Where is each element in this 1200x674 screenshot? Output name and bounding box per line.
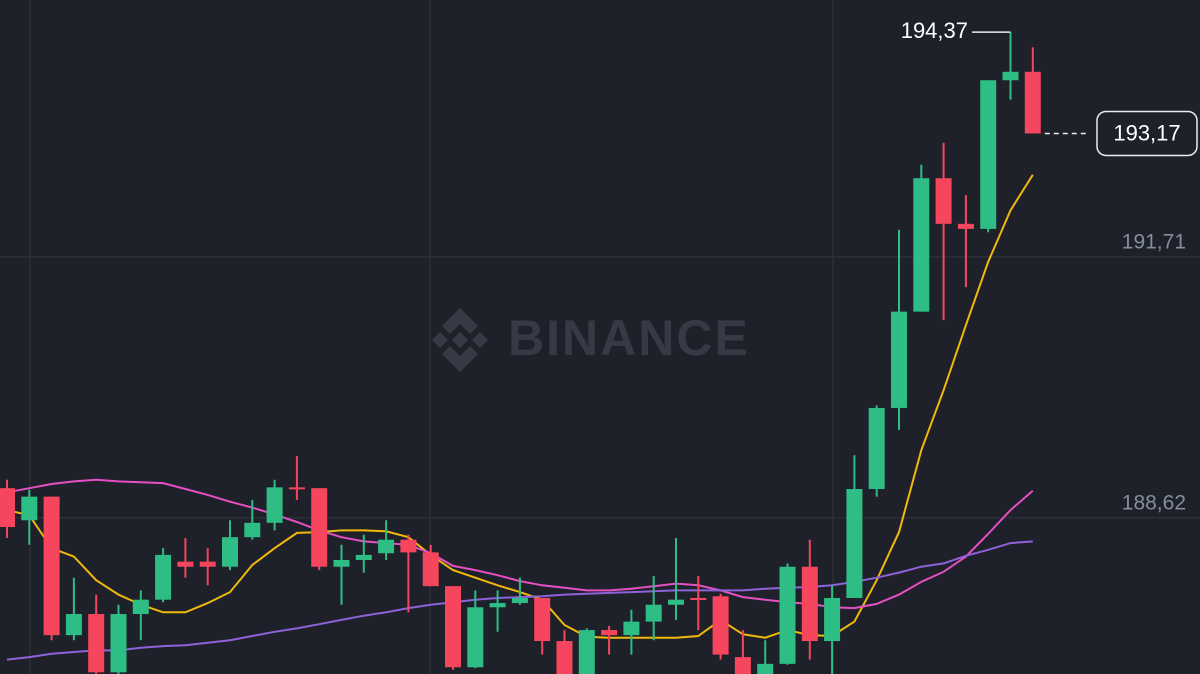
candle-body	[311, 488, 328, 567]
candle-body	[801, 566, 818, 642]
candle-body	[1002, 71, 1019, 81]
candle-body	[623, 621, 640, 636]
candle-body	[1024, 71, 1041, 134]
candle-body	[511, 597, 528, 604]
candle-body	[0, 488, 15, 528]
logo-part	[432, 332, 448, 348]
candle-body	[110, 614, 127, 673]
candle-body	[489, 603, 506, 608]
grid: 188,62 191,71	[0, 230, 1200, 519]
logo-part	[472, 332, 488, 348]
candle-body	[88, 614, 105, 673]
high-label: 194,37	[901, 18, 968, 43]
candle-body	[155, 554, 172, 600]
candle-body	[957, 223, 974, 229]
candle-body	[556, 641, 573, 674]
candle-body	[734, 657, 751, 674]
candle-body	[534, 597, 551, 642]
y-tick-label: 188,62	[1122, 491, 1186, 514]
candle-body	[65, 614, 82, 636]
candle-body	[467, 607, 484, 668]
candle-body	[21, 496, 38, 521]
candle-body	[378, 539, 395, 554]
candle-body	[132, 599, 149, 615]
candle-body	[913, 178, 930, 312]
watermark: BINANCE	[432, 308, 750, 372]
logo-part	[452, 332, 468, 348]
candle-body	[935, 178, 952, 224]
candle-body	[757, 663, 774, 674]
last-price-label: 193,17	[1113, 120, 1180, 145]
candle-body	[355, 554, 372, 560]
candle-body	[824, 597, 841, 642]
logo-part	[442, 308, 478, 334]
candle-body	[266, 487, 283, 523]
candle-body	[846, 489, 863, 598]
candle-body	[868, 407, 885, 490]
candle-body	[199, 561, 216, 567]
candle-body	[668, 599, 684, 605]
candle-body	[288, 487, 305, 490]
candle-body	[578, 630, 595, 674]
candle-body	[445, 586, 461, 668]
candle-body	[400, 539, 417, 553]
candles	[0, 32, 1041, 674]
candle-body	[422, 552, 439, 587]
candle-body	[779, 566, 796, 664]
candle-body	[333, 559, 350, 567]
candle-body	[43, 496, 60, 636]
y-tick-label: 191,71	[1122, 230, 1186, 253]
candle-body	[222, 537, 238, 567]
candle-body	[645, 604, 662, 622]
candle-body	[244, 522, 261, 538]
logo-part	[442, 346, 478, 372]
candle-body	[601, 630, 618, 636]
candle-body	[980, 80, 997, 229]
candle-body	[177, 561, 194, 567]
candle-body	[712, 596, 729, 655]
last-price-box	[1096, 110, 1198, 157]
candle-body	[690, 597, 707, 600]
candle-body	[891, 311, 907, 408]
watermark-text: BINANCE	[508, 310, 750, 366]
price-labels: 194,37 193,17	[901, 18, 1198, 157]
